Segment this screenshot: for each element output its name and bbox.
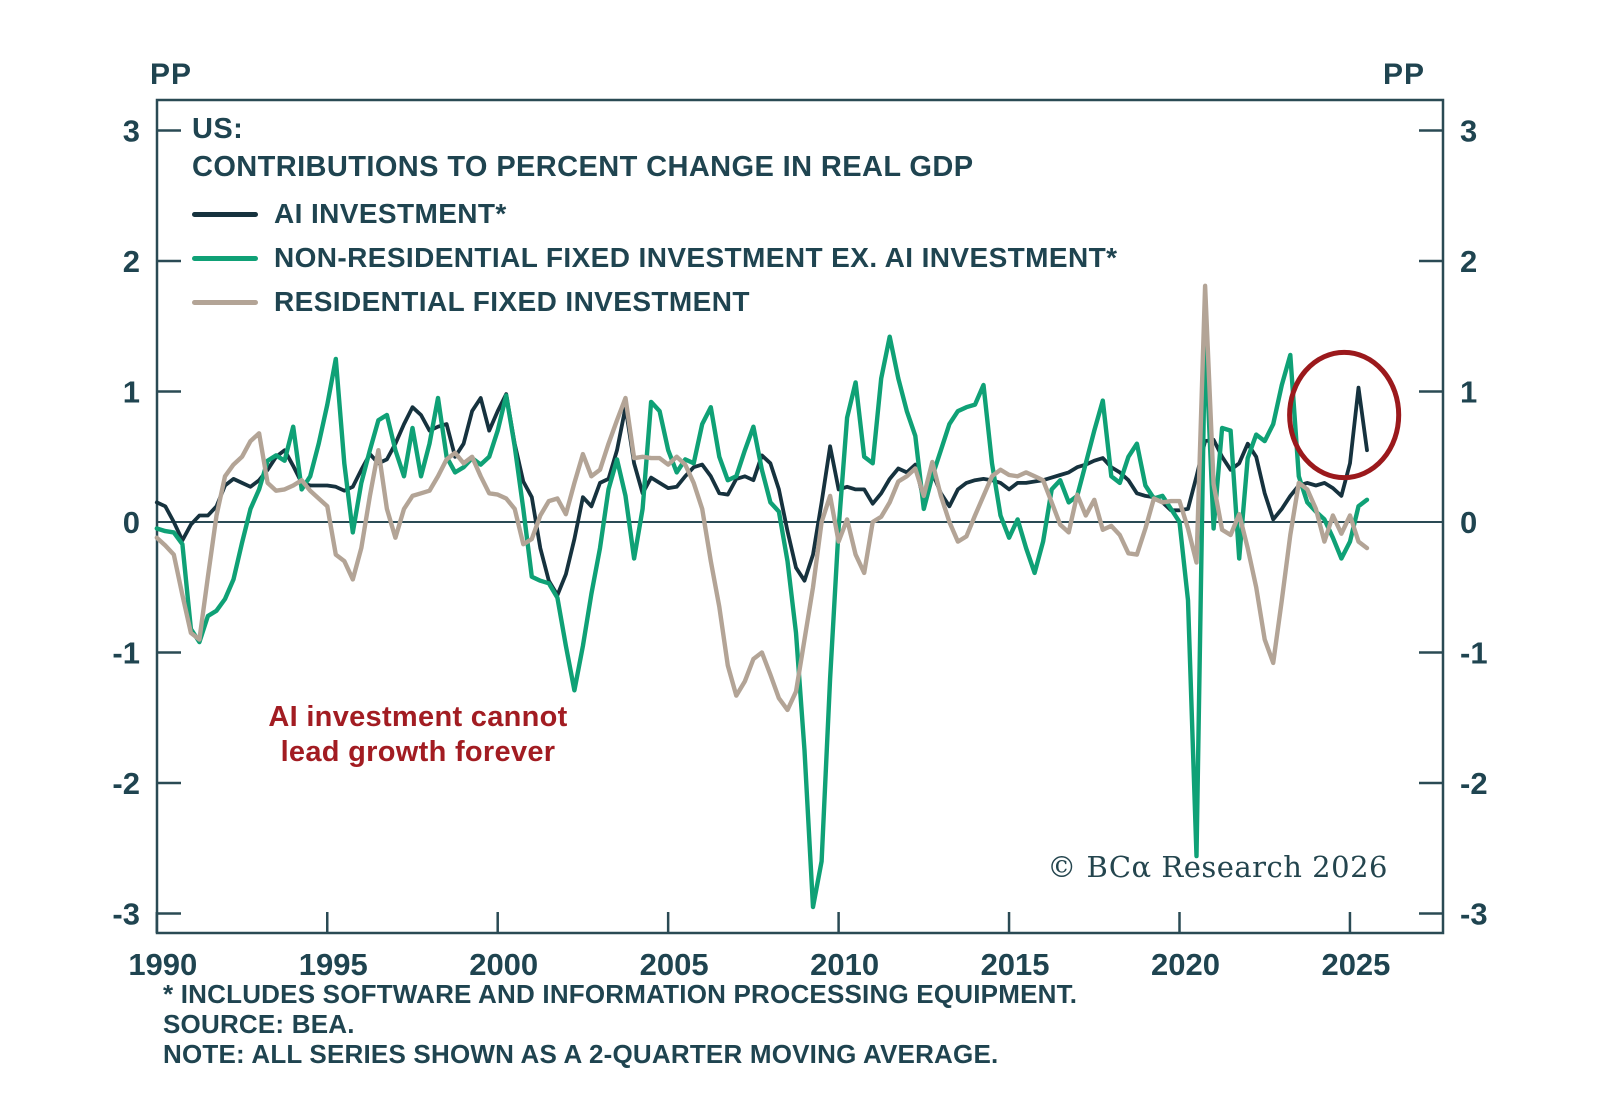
legend-item-residential: RESIDENTIAL FIXED INVESTMENT: [192, 280, 1117, 324]
footnotes: * INCLUDES SOFTWARE AND INFORMATION PROC…: [163, 979, 1077, 1069]
title-block: US: CONTRIBUTIONS TO PERCENT CHANGE IN R…: [192, 110, 1117, 324]
axis-unit-label-right: PP: [1383, 58, 1426, 91]
x-tick-label: 2015: [981, 947, 1050, 982]
y-tick-label-left: 2: [123, 244, 140, 279]
footnote-note: NOTE: ALL SERIES SHOWN AS A 2-QUARTER MO…: [163, 1039, 999, 1069]
plot-frame: [155, 98, 1445, 935]
x-tick-label: 2020: [1151, 947, 1220, 982]
legend-label: NON-RESIDENTIAL FIXED INVESTMENT EX. AI …: [274, 242, 1118, 273]
y-tick-label-left: 3: [123, 114, 140, 149]
y-tick-label-right: -2: [1460, 766, 1488, 801]
highlight-circle: [1287, 349, 1402, 481]
x-tick-label: 2025: [1321, 947, 1390, 982]
chart-title-line1: US:: [192, 113, 244, 145]
legend-swatch: [192, 255, 258, 261]
y-tick-label-right: 2: [1460, 244, 1477, 279]
legend-label: AI INVESTMENT*: [274, 198, 507, 229]
y-tick-label-right: -1: [1460, 636, 1488, 671]
legend-item-ai-investment: AI INVESTMENT*: [192, 192, 1117, 236]
chart-title-line2: CONTRIBUTIONS TO PERCENT CHANGE IN REAL …: [192, 151, 974, 183]
annotation-callout: AI investment cannot lead growth forever: [168, 700, 668, 770]
y-tick-label-right: 1: [1460, 375, 1477, 410]
series-line-nonres-ex-ai: [154, 329, 1370, 910]
x-tick-label: 1990: [128, 947, 197, 982]
legend-label: RESIDENTIAL FIXED INVESTMENT: [274, 286, 750, 317]
legend-swatch: [192, 211, 258, 217]
series-line-residential: [154, 283, 1370, 713]
axis-unit-label-left: PP: [150, 58, 193, 91]
footnote-includes: * INCLUDES SOFTWARE AND INFORMATION PROC…: [163, 979, 1078, 1009]
x-tick-label: 2010: [810, 947, 879, 982]
y-tick-label-right: -3: [1460, 897, 1488, 932]
y-tick-label-left: -2: [112, 766, 140, 801]
y-tick-label-left: -1: [112, 636, 140, 671]
series-line-ai-investment: [154, 385, 1369, 597]
copyright-credit: © BCα Research 2026: [1047, 850, 1388, 884]
annotation-line1: AI investment cannot: [268, 701, 568, 733]
legend-item-nonres-ex-ai: NON-RESIDENTIAL FIXED INVESTMENT EX. AI …: [192, 236, 1117, 280]
x-tick-label: 2000: [469, 947, 538, 982]
x-tick-label: 1995: [299, 947, 368, 982]
annotation-line2: lead growth forever: [280, 736, 556, 768]
legend-swatch: [192, 299, 258, 305]
legend: AI INVESTMENT* NON-RESIDENTIAL FIXED INVE…: [192, 192, 1117, 324]
y-tick-label-left: 1: [123, 375, 140, 410]
x-tick-label: 2005: [640, 947, 709, 982]
y-tick-label-right: 0: [1460, 505, 1477, 540]
y-tick-label-left: -3: [112, 897, 140, 932]
y-tick-label-left: 0: [123, 505, 140, 540]
footnote-source: SOURCE: BEA.: [163, 1009, 355, 1039]
y-tick-label-right: 3: [1460, 114, 1477, 149]
